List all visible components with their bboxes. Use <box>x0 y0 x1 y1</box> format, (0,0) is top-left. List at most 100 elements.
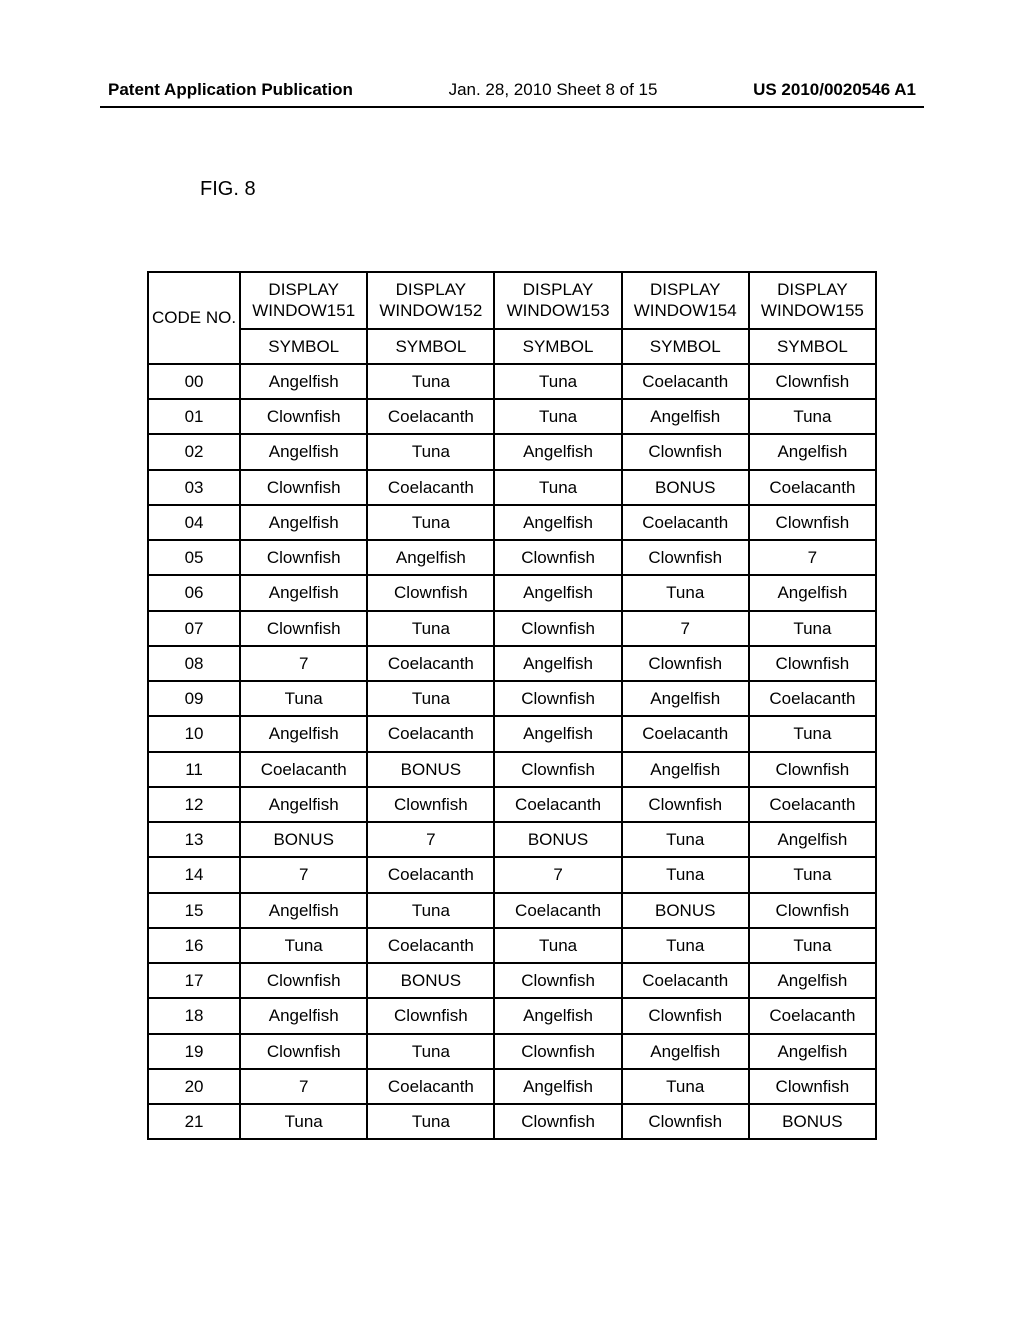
symbol-cell: Angelfish <box>240 575 367 610</box>
symbol-cell: Clownfish <box>749 752 876 787</box>
symbol-cell: Coelacanth <box>367 716 494 751</box>
symbol-cell: Clownfish <box>240 540 367 575</box>
col-code-header: CODE NO. <box>148 272 240 364</box>
col-win155-bot: SYMBOL <box>749 329 876 364</box>
symbol-cell: Tuna <box>494 470 621 505</box>
code-cell: 15 <box>148 893 240 928</box>
symbol-cell: 7 <box>622 611 749 646</box>
table-row: 06AngelfishClownfishAngelfishTunaAngelfi… <box>148 575 876 610</box>
symbol-cell: Angelfish <box>749 1034 876 1069</box>
table-row: 09TunaTunaClownfishAngelfishCoelacanth <box>148 681 876 716</box>
table-row: 11CoelacanthBONUSClownfishAngelfishClown… <box>148 752 876 787</box>
symbol-cell: Tuna <box>622 822 749 857</box>
code-cell: 14 <box>148 857 240 892</box>
code-cell: 08 <box>148 646 240 681</box>
table-row: 03ClownfishCoelacanthTunaBONUSCoelacanth <box>148 470 876 505</box>
symbol-cell: Coelacanth <box>367 399 494 434</box>
symbol-cell: Tuna <box>622 1069 749 1104</box>
symbol-cell: 7 <box>240 1069 367 1104</box>
symbol-cell: Clownfish <box>622 1104 749 1139</box>
symbol-cell: Angelfish <box>749 434 876 469</box>
symbol-cell: Angelfish <box>494 434 621 469</box>
symbol-cell: Coelacanth <box>367 1069 494 1104</box>
header-right: US 2010/0020546 A1 <box>753 80 916 100</box>
symbol-cell: 7 <box>494 857 621 892</box>
symbol-cell: Angelfish <box>494 1069 621 1104</box>
symbol-cell: Coelacanth <box>622 963 749 998</box>
page-header: Patent Application Publication Jan. 28, … <box>100 80 924 100</box>
symbol-cell: Clownfish <box>622 646 749 681</box>
symbol-cell: Tuna <box>494 399 621 434</box>
symbol-cell: Clownfish <box>240 963 367 998</box>
symbol-cell: BONUS <box>240 822 367 857</box>
symbol-cell: Tuna <box>367 364 494 399</box>
table-row: 12AngelfishClownfishCoelacanthClownfishC… <box>148 787 876 822</box>
code-cell: 16 <box>148 928 240 963</box>
symbol-cell: Clownfish <box>749 1069 876 1104</box>
symbol-cell: Tuna <box>367 893 494 928</box>
symbol-cell: Angelfish <box>240 716 367 751</box>
symbol-cell: Tuna <box>367 505 494 540</box>
symbol-cell: Tuna <box>622 575 749 610</box>
symbol-cell: Tuna <box>622 928 749 963</box>
col-win151-bot: SYMBOL <box>240 329 367 364</box>
table-row: 19ClownfishTunaClownfishAngelfishAngelfi… <box>148 1034 876 1069</box>
symbol-cell: BONUS <box>749 1104 876 1139</box>
symbol-cell: Clownfish <box>749 505 876 540</box>
symbol-cell: Coelacanth <box>494 787 621 822</box>
col-win151-top: DISPLAY WINDOW151 <box>240 272 367 329</box>
symbol-cell: Coelacanth <box>749 470 876 505</box>
symbol-cell: Clownfish <box>494 1104 621 1139</box>
code-cell: 12 <box>148 787 240 822</box>
symbol-cell: Tuna <box>367 434 494 469</box>
symbol-cell: Tuna <box>367 681 494 716</box>
symbol-cell: Clownfish <box>240 399 367 434</box>
symbol-cell: Angelfish <box>494 646 621 681</box>
col-win154-bot: SYMBOL <box>622 329 749 364</box>
code-cell: 20 <box>148 1069 240 1104</box>
table-row: 207CoelacanthAngelfishTunaClownfish <box>148 1069 876 1104</box>
symbol-cell: Angelfish <box>494 575 621 610</box>
table-row: 18AngelfishClownfishAngelfishClownfishCo… <box>148 998 876 1033</box>
symbol-table: CODE NO. DISPLAY WINDOW151 DISPLAY WINDO… <box>147 271 877 1140</box>
symbol-cell: Angelfish <box>240 998 367 1033</box>
symbol-cell: Coelacanth <box>240 752 367 787</box>
symbol-cell: Angelfish <box>240 505 367 540</box>
symbol-cell: Clownfish <box>749 364 876 399</box>
symbol-cell: Angelfish <box>622 1034 749 1069</box>
symbol-cell: Clownfish <box>494 681 621 716</box>
symbol-cell: Tuna <box>367 1104 494 1139</box>
table-row: 21TunaTunaClownfishClownfishBONUS <box>148 1104 876 1139</box>
symbol-cell: Clownfish <box>494 1034 621 1069</box>
symbol-cell: Clownfish <box>240 470 367 505</box>
symbol-cell: BONUS <box>367 752 494 787</box>
symbol-cell: Angelfish <box>494 998 621 1033</box>
figure-label: FIG. 8 <box>200 178 924 201</box>
symbol-cell: BONUS <box>494 822 621 857</box>
symbol-cell: Tuna <box>240 928 367 963</box>
symbol-cell: Angelfish <box>240 787 367 822</box>
table-row: 07ClownfishTunaClownfish7Tuna <box>148 611 876 646</box>
table-row: 087CoelacanthAngelfishClownfishClownfish <box>148 646 876 681</box>
col-win152-bot: SYMBOL <box>367 329 494 364</box>
symbol-cell: Angelfish <box>240 364 367 399</box>
symbol-cell: 7 <box>240 857 367 892</box>
symbol-cell: Clownfish <box>622 998 749 1033</box>
table-row: 13BONUS7BONUSTunaAngelfish <box>148 822 876 857</box>
table-row: 16TunaCoelacanthTunaTunaTuna <box>148 928 876 963</box>
code-cell: 06 <box>148 575 240 610</box>
symbol-cell: Tuna <box>749 857 876 892</box>
symbol-cell: Tuna <box>622 857 749 892</box>
code-cell: 02 <box>148 434 240 469</box>
col-win155-top: DISPLAY WINDOW155 <box>749 272 876 329</box>
table-row: 10AngelfishCoelacanthAngelfishCoelacanth… <box>148 716 876 751</box>
symbol-cell: Clownfish <box>240 1034 367 1069</box>
symbol-cell: Clownfish <box>367 575 494 610</box>
symbol-cell: Coelacanth <box>367 470 494 505</box>
table-row: 01ClownfishCoelacanthTunaAngelfishTuna <box>148 399 876 434</box>
symbol-cell: Clownfish <box>494 611 621 646</box>
code-cell: 13 <box>148 822 240 857</box>
symbol-cell: Angelfish <box>494 505 621 540</box>
table-row: 15AngelfishTunaCoelacanthBONUSClownfish <box>148 893 876 928</box>
symbol-cell: BONUS <box>622 893 749 928</box>
